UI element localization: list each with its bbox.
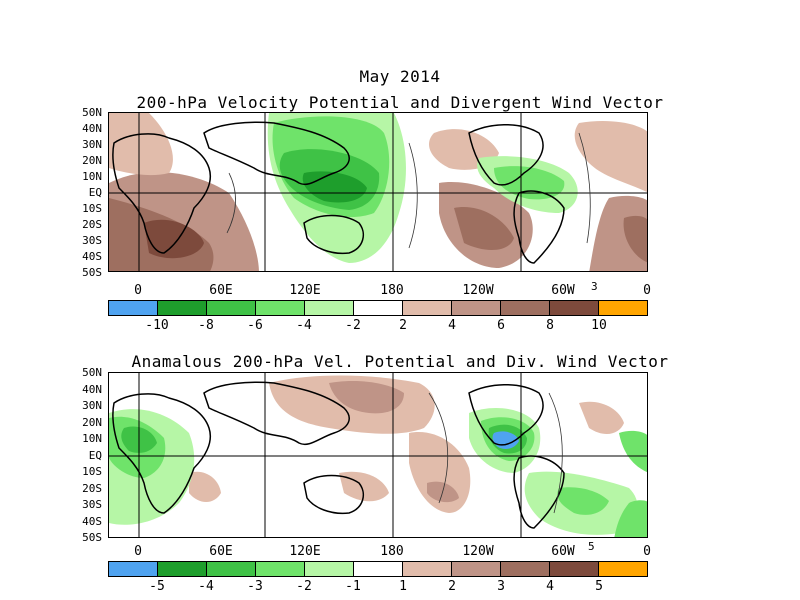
p1-lat-50N: 50N	[82, 106, 102, 119]
panel1-map	[108, 112, 648, 272]
p1-lat-10S: 10S	[82, 202, 102, 215]
p2-lon-0: 0	[134, 544, 142, 559]
p1-lon-60W: 60W	[551, 283, 575, 298]
p1-cbar-label: 2	[399, 318, 407, 333]
p2-lat-40S: 40S	[82, 515, 102, 528]
panel1-colorbar	[108, 300, 648, 316]
p2-cbar-label: -3	[247, 579, 263, 594]
panel1-title: 200-hPa Velocity Potential and Divergent…	[136, 93, 664, 112]
panel2-map	[108, 372, 648, 538]
p1-cbar-label: 8	[546, 318, 554, 333]
p2-cbar-label: 1	[399, 579, 407, 594]
p1-cbar-label: -6	[247, 318, 263, 333]
p2-cbar-label: 2	[448, 579, 456, 594]
p1-lat-40N: 40N	[82, 122, 102, 135]
p1-lon-120E: 120E	[289, 283, 321, 298]
panel2-title: Anamalous 200-hPa Vel. Potential and Div…	[131, 352, 669, 371]
p2-lon-120W: 120W	[462, 544, 494, 559]
p2-lat-10N: 10N	[82, 432, 102, 445]
p2-cbar-label: -5	[149, 579, 165, 594]
p2-lat-20N: 20N	[82, 416, 102, 429]
p1-lat-EQ: EQ	[88, 186, 102, 199]
p2-lon-0b: 0	[643, 544, 651, 559]
p1-cbar-label: -8	[198, 318, 214, 333]
p1-lon-120W: 120W	[462, 283, 494, 298]
p2-lon-120E: 120E	[289, 544, 321, 559]
p1-lat-40S: 40S	[82, 250, 102, 263]
p2-lat-50S: 50S	[82, 531, 102, 544]
p1-ref-vector: 3	[591, 280, 598, 293]
p2-cbar-label: 4	[546, 579, 554, 594]
panel2-colorbar	[108, 561, 648, 577]
p1-lon-60E: 60E	[209, 283, 233, 298]
p1-lat-50S: 50S	[82, 266, 102, 279]
p2-lon-180: 180	[380, 544, 404, 559]
p1-lat-20S: 20S	[82, 218, 102, 231]
p2-lat-EQ: EQ	[88, 449, 102, 462]
p2-lat-10S: 10S	[82, 465, 102, 478]
p1-lat-30N: 30N	[82, 138, 102, 151]
p2-lat-50N: 50N	[82, 366, 102, 379]
p1-cbar-label: -2	[345, 318, 361, 333]
p1-cbar-label: 10	[591, 318, 607, 333]
p2-ref-vector: 5	[588, 540, 595, 553]
p1-lon-0b: 0	[643, 283, 651, 298]
p2-cbar-label: 5	[595, 579, 603, 594]
p2-lon-60W: 60W	[551, 544, 575, 559]
p2-lat-30N: 30N	[82, 399, 102, 412]
p1-lat-10N: 10N	[82, 170, 102, 183]
p2-lat-40N: 40N	[82, 383, 102, 396]
p2-lon-60E: 60E	[209, 544, 233, 559]
p2-cbar-label: -1	[345, 579, 361, 594]
figure-title: May 2014	[359, 67, 441, 86]
p2-lat-30S: 30S	[82, 498, 102, 511]
p1-cbar-label: -10	[145, 318, 169, 333]
p1-lon-180: 180	[380, 283, 404, 298]
p2-cbar-label: -4	[198, 579, 214, 594]
p2-cbar-label: 3	[497, 579, 505, 594]
p1-cbar-label: 4	[448, 318, 456, 333]
p1-cbar-label: 6	[497, 318, 505, 333]
p1-cbar-label: -4	[296, 318, 312, 333]
p1-lat-20N: 20N	[82, 154, 102, 167]
p1-lat-30S: 30S	[82, 234, 102, 247]
p2-lat-20S: 20S	[82, 482, 102, 495]
p2-cbar-label: -2	[296, 579, 312, 594]
p1-lon-0: 0	[134, 283, 142, 298]
